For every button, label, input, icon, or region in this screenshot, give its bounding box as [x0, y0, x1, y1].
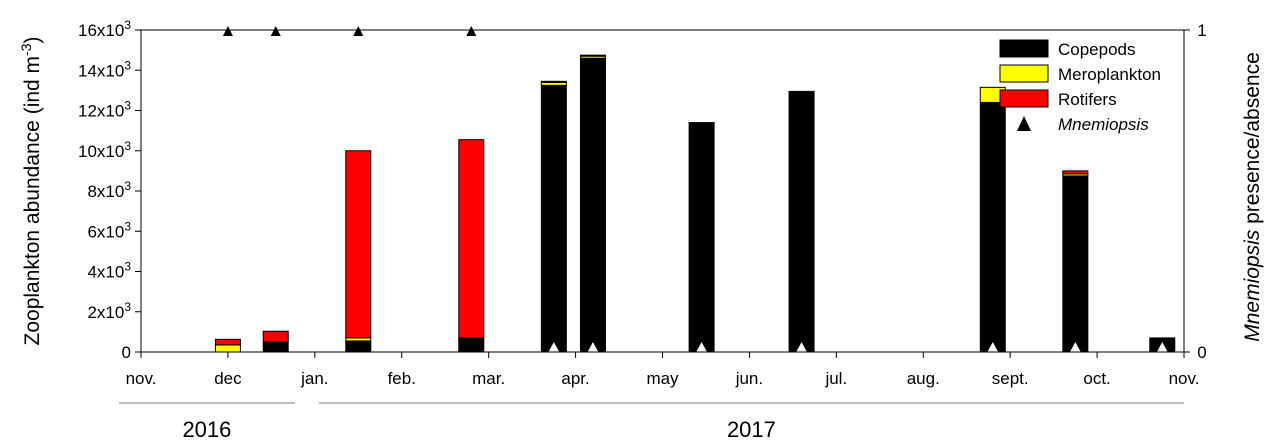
x-tick-label: apr. [561, 369, 589, 388]
y-tick-label: 2x103 [87, 300, 131, 322]
legend-marker-mnemiopsis [1017, 116, 1031, 131]
legend-swatch-rotifers [999, 89, 1049, 108]
x-tick-label: oct. [1083, 369, 1110, 388]
x-tick-label: jul. [824, 369, 847, 388]
bar-copepods [540, 84, 567, 353]
x-tick-label: mar. [472, 369, 505, 388]
x-tick-label: may [646, 369, 679, 388]
plot-area [214, 26, 1176, 353]
y-axis-title: Zooplankton abundance (ind m-3) [18, 37, 44, 346]
y-tick-label: 16x103 [78, 18, 131, 40]
mnemiopsis-present-marker [222, 26, 233, 36]
year-label: 2016 [182, 417, 231, 442]
bar-copepods [788, 90, 815, 353]
x-tick-label: jan. [300, 369, 328, 388]
y-tick-label: 10x103 [78, 139, 131, 161]
bar-group [979, 86, 1006, 353]
bar-group [262, 330, 289, 353]
bar-group [540, 80, 567, 353]
legend-label-rotifers: Rotifers [1058, 90, 1117, 109]
year-label: 2017 [727, 417, 776, 442]
y-tick-label: 14x103 [78, 58, 131, 80]
mnemiopsis-present-marker [353, 26, 364, 36]
bar-group [788, 90, 815, 353]
bar-copepods [688, 122, 715, 353]
legend-label-mnemiopsis: Mnemiopsis [1058, 115, 1149, 134]
bar-copepods [262, 341, 289, 353]
x-tick-label: sept. [992, 369, 1029, 388]
legend-swatch-copepods [999, 39, 1049, 58]
x-tick-label: nov. [126, 369, 157, 388]
bar-group [1062, 170, 1089, 353]
bar-rotifers [214, 338, 241, 346]
axes: 0 2x103 4x103 6x103 8x103 10x103 12x103 14x103 1… [18, 18, 1264, 442]
bar-rotifers [540, 80, 567, 83]
bar-copepods [979, 101, 1006, 353]
bar-copepods [458, 337, 485, 353]
y-tick-label: 4x103 [87, 260, 131, 282]
bar-group [345, 150, 372, 353]
x-tick-label: dec [214, 369, 242, 388]
bar-rotifers [458, 139, 485, 339]
bar-rotifers [262, 330, 289, 343]
legend: Copepods Meroplankton Rotifers Mnemiopsis [999, 39, 1161, 134]
mnemiopsis-present-marker [270, 26, 281, 36]
bar-group [688, 122, 715, 353]
y-tick-label: 8x103 [87, 179, 131, 201]
bar-group [458, 139, 485, 353]
legend-label-copepods: Copepods [1058, 40, 1136, 59]
bar-group [579, 54, 606, 353]
x-tick-label: feb. [388, 369, 416, 388]
y2-tick-label: 0 [1197, 343, 1206, 362]
bar-rotifers [1062, 170, 1089, 175]
y2-tick-label: 1 [1197, 21, 1206, 40]
legend-swatch-meroplankton [999, 64, 1049, 83]
bar-rotifers [579, 54, 606, 57]
y-tick-label: 0 [122, 343, 131, 362]
y2-axis-title: Mnemiopsis presence/absence [1241, 52, 1264, 342]
x-tick-label: nov. [1169, 369, 1200, 388]
bar-meroplankton [214, 344, 241, 353]
legend-label-meroplankton: Meroplankton [1058, 65, 1161, 84]
bar-copepods [579, 57, 606, 353]
mnemiopsis-present-marker [466, 26, 477, 36]
bar-rotifers [345, 150, 372, 339]
x-tick-label: aug. [907, 369, 940, 388]
y-tick-label: 6x103 [87, 219, 131, 241]
bar-group [214, 338, 241, 353]
x-tick-label: jun. [735, 369, 763, 388]
y-tick-label: 12x103 [78, 99, 131, 121]
bar-copepods [345, 340, 372, 353]
bar-copepods [1062, 175, 1089, 353]
